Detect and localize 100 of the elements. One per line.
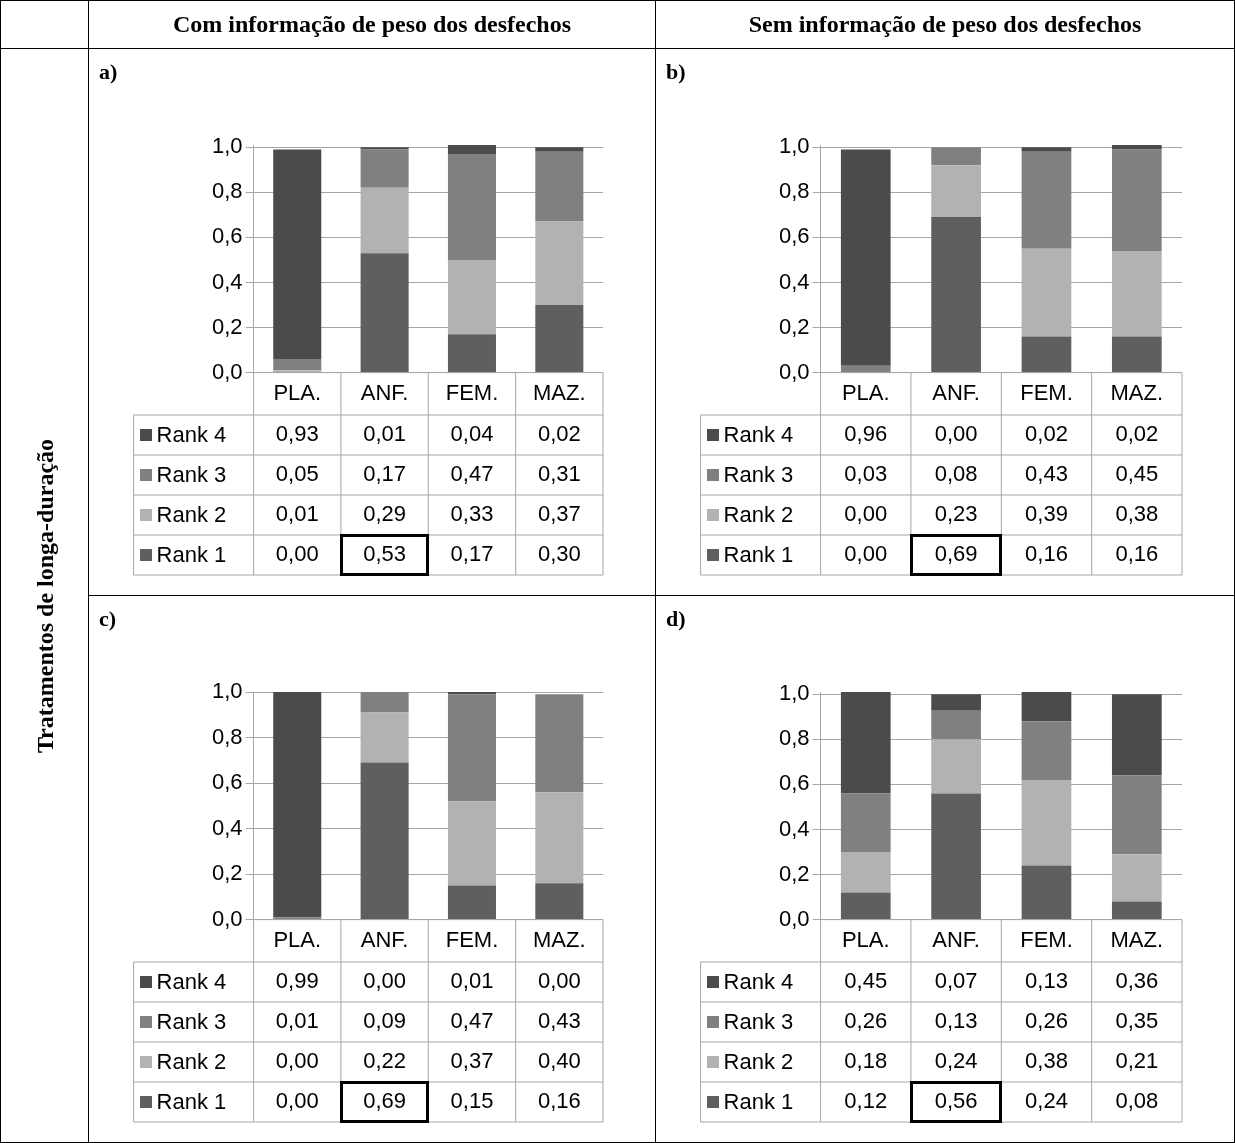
bar <box>1021 721 1072 780</box>
legend-label: Rank 4 <box>723 969 794 995</box>
bar <box>1111 775 1162 855</box>
y-tick-label: 0,6 <box>211 769 243 795</box>
data-label: 0,01 <box>363 421 407 447</box>
data-label: 0,53 <box>363 541 407 567</box>
bar <box>273 149 322 360</box>
legend-label: Rank 1 <box>723 542 794 568</box>
bar <box>931 793 981 920</box>
x-tick-label: PLA. <box>841 379 890 405</box>
data-label: 0,37 <box>450 1048 494 1074</box>
legend-label: Rank 3 <box>156 462 227 488</box>
x-tick-label: FEM. <box>1020 379 1073 405</box>
data-label: 0,38 <box>1025 1048 1068 1074</box>
y-tick-label: 0,8 <box>778 178 810 204</box>
x-tick-label: FEM. <box>445 379 499 405</box>
y-tick-label: 0,8 <box>211 723 243 749</box>
data-label: 0,05 <box>275 461 319 487</box>
legend-label: Rank 3 <box>723 1009 794 1035</box>
bar <box>1021 151 1072 249</box>
y-tick-label: 0,4 <box>211 268 243 294</box>
bar <box>1111 336 1162 373</box>
data-label: 0,17 <box>363 461 407 487</box>
x-tick-label: FEM. <box>1020 926 1073 952</box>
data-label: 0,24 <box>1025 1088 1068 1114</box>
data-label: 0,02 <box>537 421 581 447</box>
data-label: 0,13 <box>934 1008 978 1034</box>
data-label: 0,29 <box>363 501 407 527</box>
x-tick-label: MAZ. <box>533 926 586 952</box>
bar <box>273 692 322 918</box>
bar <box>535 305 584 373</box>
bar <box>535 147 584 152</box>
text: Tratamentos de longa-duração <box>31 438 58 753</box>
data-label: 0,31 <box>537 461 581 487</box>
data-label: 0,30 <box>537 541 581 567</box>
x-tick-label: MAZ. <box>1110 379 1164 405</box>
data-label: 0,69 <box>934 541 978 567</box>
x-tick-label: MAZ. <box>1110 926 1164 952</box>
data-label: 0,36 <box>1115 968 1159 994</box>
data-label: 0,16 <box>1025 541 1068 567</box>
x-tick-label: PLA. <box>273 926 322 952</box>
data-label: 0,15 <box>450 1088 494 1114</box>
legend-label: Rank 4 <box>723 422 794 448</box>
bar <box>931 694 981 711</box>
data-label: 0,96 <box>844 421 888 447</box>
legend-label: Rank 3 <box>723 462 794 488</box>
y-tick-label: 0,8 <box>778 725 810 751</box>
data-label: 0,07 <box>934 968 978 994</box>
x-tick-label: ANF. <box>932 926 980 952</box>
data-label: 0,16 <box>1115 541 1159 567</box>
bar <box>360 762 409 920</box>
y-tick-label: 1,0 <box>211 133 243 159</box>
data-label: 0,00 <box>275 541 319 567</box>
data-label: 0,02 <box>1025 421 1068 447</box>
chart-title: c) <box>99 606 117 632</box>
data-label: 0,17 <box>450 541 494 567</box>
data-label: 0,09 <box>363 1008 407 1034</box>
data-label: 0,35 <box>1115 1008 1159 1034</box>
data-label: 0,40 <box>537 1048 581 1074</box>
bar <box>360 692 409 713</box>
data-label: 0,56 <box>934 1088 978 1114</box>
y-tick-label: 1,0 <box>211 678 243 704</box>
data-label: 0,99 <box>275 968 319 994</box>
bar <box>1111 694 1162 776</box>
bar <box>1021 147 1072 152</box>
data-label: 0,69 <box>363 1088 407 1114</box>
data-label: 0,22 <box>363 1048 407 1074</box>
legend-label: Rank 1 <box>156 1089 227 1115</box>
bar <box>840 365 891 373</box>
data-label: 0,03 <box>844 461 888 487</box>
text: Com informação de peso dos desfechos <box>88 0 656 49</box>
bar <box>840 692 891 794</box>
y-tick-label: 0,4 <box>778 815 810 841</box>
data-label: 0,08 <box>934 461 978 487</box>
data-label: 0,93 <box>275 421 319 447</box>
data-label: 0,00 <box>275 1048 319 1074</box>
bar <box>273 359 322 371</box>
y-tick-label: 0,0 <box>778 905 810 931</box>
data-label: 0,00 <box>537 968 581 994</box>
data-label: 0,39 <box>1025 501 1068 527</box>
legend-label: Rank 2 <box>156 502 227 528</box>
bar <box>1111 145 1162 150</box>
bar <box>535 151 584 222</box>
data-label: 0,45 <box>844 968 888 994</box>
bar <box>447 694 496 802</box>
bar <box>535 883 584 920</box>
bar <box>1111 901 1162 920</box>
text: Sem informação de peso dos desfechos <box>655 0 1235 49</box>
x-tick-label: ANF. <box>932 379 980 405</box>
y-tick-label: 0,2 <box>778 860 810 886</box>
bar <box>840 793 891 852</box>
data-label: 0,47 <box>450 1008 494 1034</box>
data-label: 0,00 <box>844 541 888 567</box>
bar <box>360 253 409 373</box>
chart-title: a) <box>99 59 118 85</box>
bar <box>1021 692 1072 722</box>
data-label: 0,26 <box>1025 1008 1068 1034</box>
chart-title: d) <box>666 606 686 632</box>
legend-label: Rank 1 <box>156 542 227 568</box>
x-tick-label: MAZ. <box>533 379 586 405</box>
